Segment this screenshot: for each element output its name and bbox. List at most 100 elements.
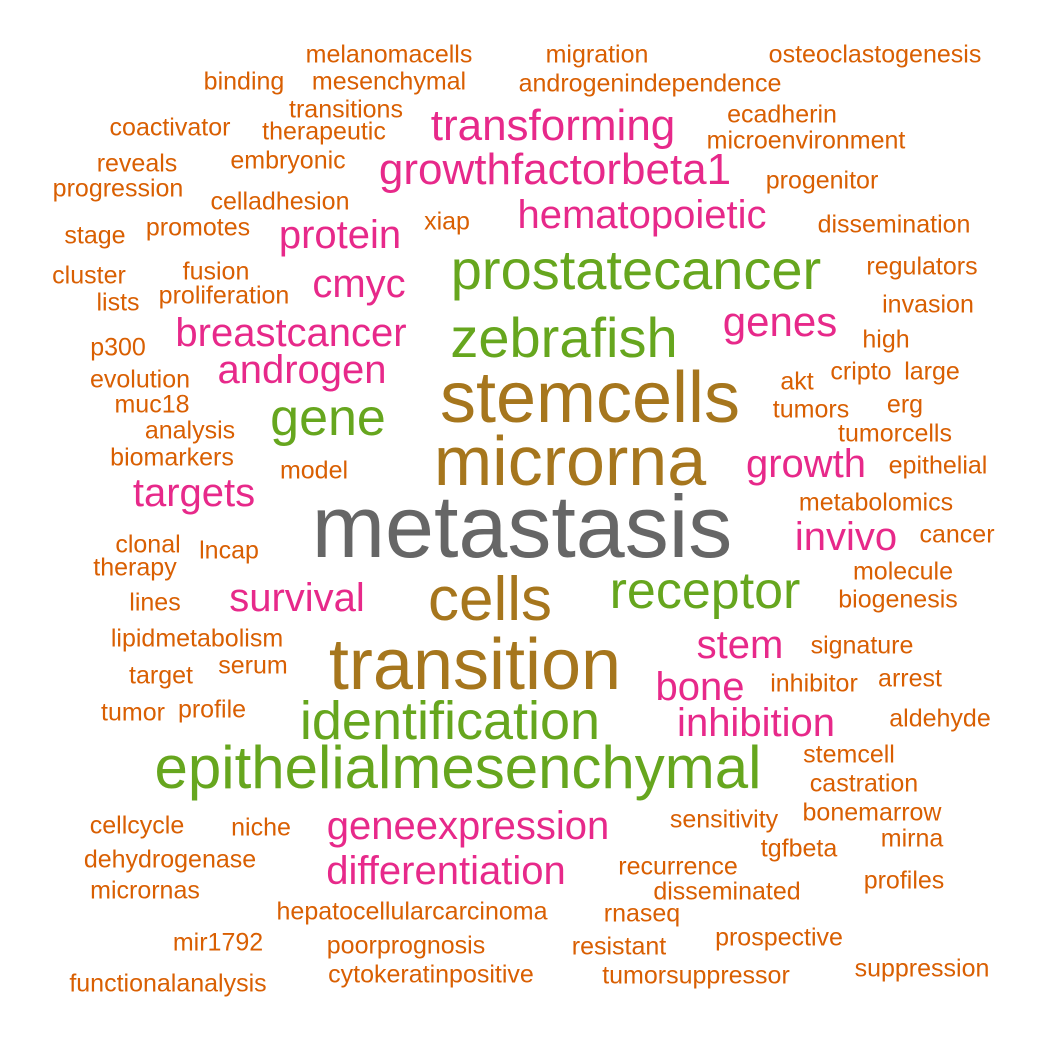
word-tgfbeta: tgfbeta xyxy=(760,834,838,863)
word-therapeutic: therapeutic xyxy=(262,117,386,146)
word-sensitivity: sensitivity xyxy=(669,805,779,834)
word-binding: binding xyxy=(203,67,285,96)
word-invasion: invasion xyxy=(882,290,974,319)
word-growth: growth xyxy=(745,442,867,486)
word-signature: signature xyxy=(810,631,914,660)
word-breastcancer: breastcancer xyxy=(175,311,407,355)
word-melanomacells: melanomacells xyxy=(305,40,473,69)
word-lists: lists xyxy=(96,288,140,317)
word-target: target xyxy=(129,661,193,690)
word-recurrence: recurrence xyxy=(618,852,738,881)
word-genes: genes xyxy=(722,298,838,345)
word-geneexpression: geneexpression xyxy=(326,804,610,848)
word-stemcells: stemcells xyxy=(439,358,741,438)
word-evolution: evolution xyxy=(89,365,191,394)
word-protein: protein xyxy=(278,213,402,257)
word-stem: stem xyxy=(696,623,784,667)
word-ecadherin: ecadherin xyxy=(727,100,837,129)
word-biomarkers: biomarkers xyxy=(110,443,234,472)
word-coactivator: coactivator xyxy=(109,113,231,142)
word-prostatecancer: prostatecancer xyxy=(450,238,822,301)
word-invivo: invivo xyxy=(794,515,898,559)
word-bonemarrow: bonemarrow xyxy=(802,798,942,827)
word-hepatocellularcarcinoma: hepatocellularcarcinoma xyxy=(276,897,548,926)
word-differentiation: differentiation xyxy=(326,849,566,893)
word-functionalanalysis: functionalanalysis xyxy=(69,969,267,998)
word-celladhesion: celladhesion xyxy=(210,187,350,216)
word-androgenindependence: androgenindependence xyxy=(518,69,782,98)
word-fusion: fusion xyxy=(182,257,250,286)
word-lncap: lncap xyxy=(199,536,259,565)
word-erg: erg xyxy=(886,390,924,419)
word-lines: lines xyxy=(129,588,181,617)
word-cmyc: cmyc xyxy=(312,262,406,306)
word-cripto: cripto xyxy=(830,357,892,386)
word-embryonic: embryonic xyxy=(230,146,346,175)
word-cellcycle: cellcycle xyxy=(89,811,185,840)
word-micrornas: micrornas xyxy=(90,876,200,905)
word-androgen: androgen xyxy=(217,348,387,392)
word-transition: transition xyxy=(328,625,622,705)
word-osteoclastogenesis: osteoclastogenesis xyxy=(768,40,982,69)
word-clonal: clonal xyxy=(115,530,181,559)
word-cancer: cancer xyxy=(919,520,995,549)
word-epithelialmesenchymal: epithelialmesenchymal xyxy=(154,734,762,801)
word-progression: progression xyxy=(52,174,184,203)
word-resistant: resistant xyxy=(571,932,667,961)
word-hematopoietic: hematopoietic xyxy=(517,193,767,237)
word-rnaseq: rnaseq xyxy=(603,899,681,928)
word-cytokeratinpositive: cytokeratinpositive xyxy=(328,960,534,989)
word-molecule: molecule xyxy=(852,557,954,586)
word-bone: bone xyxy=(655,665,745,709)
word-migration: migration xyxy=(545,40,649,69)
word-akt: akt xyxy=(780,367,814,396)
word-dissemination: dissemination xyxy=(817,210,971,239)
word-regulators: regulators xyxy=(866,252,978,281)
word-microrna: microrna xyxy=(433,422,707,500)
word-metastasis: metastasis xyxy=(311,477,733,576)
word-profile: profile xyxy=(177,695,247,724)
word-receptor: receptor xyxy=(609,562,801,620)
word-reveals: reveals xyxy=(96,149,178,178)
word-identification: identification xyxy=(299,691,601,751)
word-growthfactorbeta1: growthfactorbeta1 xyxy=(378,145,732,194)
word-mesenchymal: mesenchymal xyxy=(311,67,467,96)
word-xiap: xiap xyxy=(424,207,470,236)
word-cells: cells xyxy=(427,565,553,634)
word-serum: serum xyxy=(218,651,288,680)
word-stemcell: stemcell xyxy=(803,740,895,769)
word-prospective: prospective xyxy=(715,923,843,952)
word-tumors: tumors xyxy=(772,395,850,424)
word-survival: survival xyxy=(229,576,365,620)
word-microenvironment: microenvironment xyxy=(706,126,906,155)
word-tumorcells: tumorcells xyxy=(838,419,952,448)
word-stage: stage xyxy=(64,221,126,250)
word-analysis: analysis xyxy=(144,416,236,445)
word-muc18: muc18 xyxy=(114,390,190,419)
word-tumorsuppressor: tumorsuppressor xyxy=(602,961,790,990)
word-mirna: mirna xyxy=(880,824,944,853)
word-model: model xyxy=(279,456,349,485)
word-inhibition: inhibition xyxy=(677,701,835,745)
word-therapy: therapy xyxy=(93,553,177,582)
word-disseminated: disseminated xyxy=(653,877,801,906)
word-epithelial: epithelial xyxy=(888,451,988,480)
word-tumor: tumor xyxy=(101,698,165,727)
word-poorprognosis: poorprognosis xyxy=(326,931,486,960)
word-suppression: suppression xyxy=(854,954,990,983)
word-transitions: transitions xyxy=(289,95,403,124)
word-transforming: transforming xyxy=(430,101,676,150)
word-promotes: promotes xyxy=(145,213,251,242)
word-biogenesis: biogenesis xyxy=(838,585,958,614)
word-zebrafish: zebrafish xyxy=(450,306,678,369)
word-lipidmetabolism: lipidmetabolism xyxy=(110,624,284,653)
word-profiles: profiles xyxy=(863,866,945,895)
word-castration: castration xyxy=(809,769,919,798)
word-inhibitor: inhibitor xyxy=(770,669,858,698)
word-dehydrogenase: dehydrogenase xyxy=(83,845,257,874)
word-cluster: cluster xyxy=(52,261,126,290)
word-p300: p300 xyxy=(90,333,146,362)
word-metabolomics: metabolomics xyxy=(798,488,954,517)
word-high: high xyxy=(862,325,910,354)
